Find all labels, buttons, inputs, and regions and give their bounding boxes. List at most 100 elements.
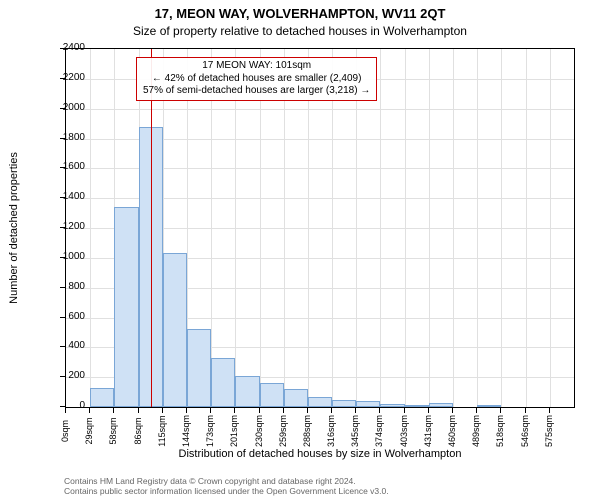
x-tick-mark — [404, 408, 405, 413]
x-tick-mark — [210, 408, 211, 413]
histogram-bar — [90, 388, 114, 407]
x-tick-label: 86sqm — [133, 411, 143, 451]
gridline-v — [429, 49, 430, 407]
histogram-bar — [332, 400, 356, 407]
gridline-v — [380, 49, 381, 407]
info-line-2: ← 42% of detached houses are smaller (2,… — [143, 73, 370, 86]
gridline-v — [260, 49, 261, 407]
y-tick-label: 1800 — [45, 132, 85, 143]
gridline-v — [477, 49, 478, 407]
histogram-bar — [187, 329, 211, 407]
x-tick-mark — [355, 408, 356, 413]
histogram-bar — [405, 405, 429, 407]
footer-attribution: Contains HM Land Registry data © Crown c… — [64, 476, 389, 496]
x-tick-label: 489sqm — [471, 411, 481, 451]
y-tick-mark — [60, 287, 65, 288]
x-tick-label: 316sqm — [326, 411, 336, 451]
histogram-bar — [356, 401, 380, 407]
y-tick-label: 1600 — [45, 161, 85, 172]
gridline-v — [526, 49, 527, 407]
y-tick-mark — [60, 227, 65, 228]
gridline-v — [308, 49, 309, 407]
y-tick-mark — [60, 346, 65, 347]
x-tick-mark — [500, 408, 501, 413]
x-tick-mark — [113, 408, 114, 413]
plot-area: 17 MEON WAY: 101sqm← 42% of detached hou… — [65, 48, 575, 408]
x-tick-label: 345sqm — [350, 411, 360, 451]
gridline-v — [332, 49, 333, 407]
y-tick-mark — [60, 78, 65, 79]
histogram-bar — [211, 358, 235, 407]
y-tick-mark — [60, 197, 65, 198]
y-tick-mark — [60, 167, 65, 168]
x-tick-mark — [428, 408, 429, 413]
x-tick-mark — [331, 408, 332, 413]
x-tick-label: 115sqm — [157, 411, 167, 451]
y-tick-mark — [60, 376, 65, 377]
x-tick-label: 144sqm — [181, 411, 191, 451]
chart-container: 17, MEON WAY, WOLVERHAMPTON, WV11 2QT Si… — [0, 0, 600, 500]
x-tick-label: 288sqm — [302, 411, 312, 451]
x-tick-mark — [65, 408, 66, 413]
chart-subtitle: Size of property relative to detached ho… — [0, 24, 600, 38]
x-tick-mark — [476, 408, 477, 413]
reference-line — [151, 49, 152, 407]
chart-title-address: 17, MEON WAY, WOLVERHAMPTON, WV11 2QT — [0, 6, 600, 21]
x-tick-mark — [452, 408, 453, 413]
y-tick-mark — [60, 317, 65, 318]
x-tick-label: 431sqm — [423, 411, 433, 451]
x-tick-mark — [186, 408, 187, 413]
x-tick-mark — [549, 408, 550, 413]
x-tick-mark — [162, 408, 163, 413]
y-tick-label: 800 — [45, 281, 85, 292]
histogram-bar — [429, 403, 453, 407]
x-tick-label: 29sqm — [84, 411, 94, 451]
y-tick-label: 200 — [45, 370, 85, 381]
y-tick-label: 2400 — [45, 42, 85, 53]
y-tick-label: 1000 — [45, 251, 85, 262]
x-tick-mark — [259, 408, 260, 413]
x-tick-label: 374sqm — [374, 411, 384, 451]
x-tick-label: 259sqm — [278, 411, 288, 451]
info-box: 17 MEON WAY: 101sqm← 42% of detached hou… — [136, 57, 377, 101]
x-tick-label: 230sqm — [254, 411, 264, 451]
x-tick-label: 403sqm — [399, 411, 409, 451]
gridline-h — [66, 109, 574, 110]
gridline-v — [405, 49, 406, 407]
histogram-bar — [260, 383, 284, 407]
x-tick-mark — [307, 408, 308, 413]
x-tick-mark — [138, 408, 139, 413]
x-tick-label: 518sqm — [495, 411, 505, 451]
y-tick-mark — [60, 108, 65, 109]
x-tick-label: 546sqm — [520, 411, 530, 451]
x-tick-label: 575sqm — [544, 411, 554, 451]
y-tick-label: 1200 — [45, 221, 85, 232]
y-tick-label: 2000 — [45, 102, 85, 113]
x-tick-mark — [234, 408, 235, 413]
x-tick-label: 201sqm — [229, 411, 239, 451]
y-tick-mark — [60, 138, 65, 139]
y-axis-label: Number of detached properties — [4, 48, 24, 408]
histogram-bar — [284, 389, 308, 407]
x-tick-label: 173sqm — [205, 411, 215, 451]
histogram-bar — [477, 405, 501, 407]
gridline-v — [284, 49, 285, 407]
x-tick-mark — [283, 408, 284, 413]
histogram-bar — [114, 207, 138, 407]
x-tick-label: 58sqm — [108, 411, 118, 451]
y-tick-label: 400 — [45, 340, 85, 351]
x-tick-mark — [89, 408, 90, 413]
y-tick-mark — [60, 48, 65, 49]
y-tick-mark — [60, 257, 65, 258]
y-tick-label: 2200 — [45, 72, 85, 83]
gridline-v — [235, 49, 236, 407]
gridline-v — [453, 49, 454, 407]
gridline-v — [501, 49, 502, 407]
x-tick-mark — [379, 408, 380, 413]
histogram-bar — [380, 404, 404, 407]
y-tick-mark — [60, 406, 65, 407]
info-line-1: 17 MEON WAY: 101sqm — [143, 60, 370, 73]
footer-line-1: Contains HM Land Registry data © Crown c… — [64, 476, 389, 486]
footer-line-2: Contains public sector information licen… — [64, 486, 389, 496]
y-tick-label: 1400 — [45, 191, 85, 202]
